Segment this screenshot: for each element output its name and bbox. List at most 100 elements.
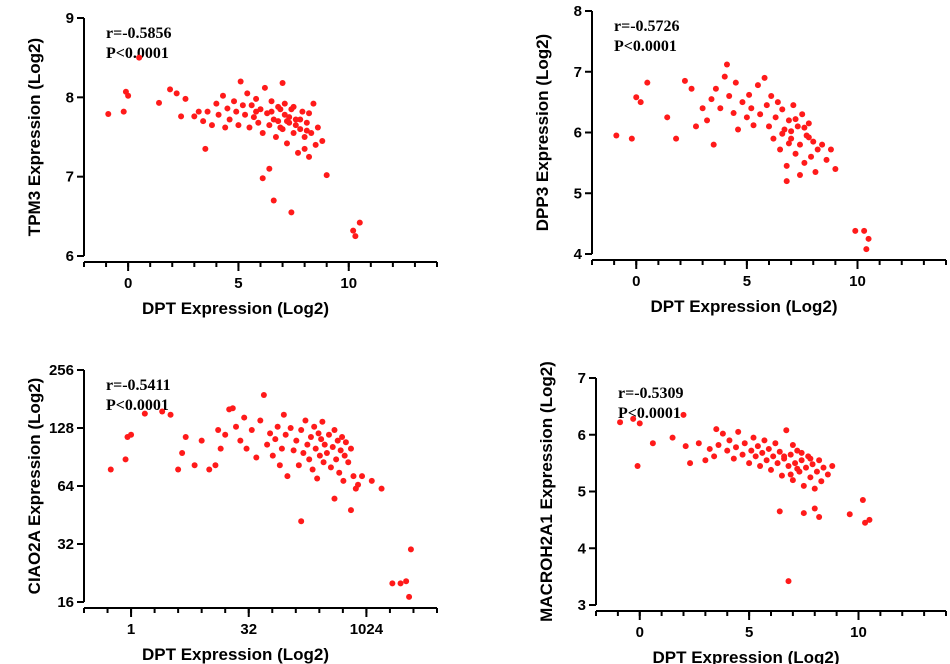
y-tick-label: 9 [66,10,74,27]
x-tick-label: 10 [849,273,866,290]
data-point [768,93,775,100]
data-point [235,122,242,129]
data-point [200,118,207,125]
data-point [726,93,733,100]
p-value-text: P<0.0001 [106,397,169,414]
data-point [748,105,755,112]
data-point [798,457,805,464]
data-point [266,122,273,129]
data-point [803,464,809,471]
data-point [682,443,689,450]
correlation-text: r=-0.5309 [618,385,684,402]
data-point [776,508,783,515]
data-point [761,437,768,444]
p-value-text: P<0.0001 [618,405,681,422]
data-point [813,468,820,475]
data-point [242,111,249,118]
p-value-text: P<0.0001 [106,45,169,62]
y-tick-label: 6 [66,248,74,265]
y-axis-label: CIAO2A Expression (Log2) [25,378,44,595]
data-point [368,477,375,484]
panel-tpm3: 6 7 8 9 0 5 10 DPT Expression (Log2) TPM3 Expres… [25,10,438,318]
data-point [191,113,198,120]
data-point [799,111,806,118]
data-point [636,420,643,427]
data-point [175,466,182,473]
x-axis-label: DPT Expression (Log2) [650,297,837,316]
y-tick-label: 16 [57,594,74,611]
y-tick-label: 7 [578,370,586,387]
y-tick-label: 4 [578,540,587,557]
data-point [297,116,304,123]
y-tick-label: 32 [57,536,74,553]
data-point [713,426,720,433]
data-point [327,464,334,471]
data-point [281,100,288,107]
data-point [297,126,304,133]
y-tick-label: 8 [574,3,582,20]
data-point [279,80,286,87]
data-point [809,461,816,468]
data-point [125,92,132,99]
data-point [303,119,310,126]
data-point [350,473,357,480]
data-point [785,140,792,147]
data-point [212,462,219,469]
data-point [278,445,285,452]
data-point [195,108,202,115]
data-point [217,445,224,452]
data-point [811,505,818,512]
data-point [310,100,317,107]
data-point [107,466,114,473]
data-point [757,111,764,118]
data-point [800,482,807,489]
data-point [389,580,396,587]
data-point [730,455,737,462]
data-point [355,481,362,488]
data-point [243,445,250,452]
data-point [637,99,644,106]
data-point [630,415,637,422]
data-point [783,162,790,169]
data-point [334,437,341,444]
x-tick-label: 0 [636,624,644,641]
data-point [717,105,724,112]
data-point [312,141,319,148]
data-point [743,114,750,121]
data-point [808,153,815,160]
data-point [237,78,244,85]
data-point [861,227,868,234]
data-point [268,108,275,115]
data-point [339,433,346,440]
data-point [792,150,799,157]
data-point [776,448,783,455]
data-point [752,453,759,460]
data-point [633,94,640,101]
data-point [664,114,671,121]
data-point [805,134,812,141]
data-point [783,178,790,185]
data-point [710,141,717,148]
data-point [250,114,257,121]
data-point [634,462,641,469]
data-point [829,462,836,469]
data-point [832,165,839,172]
data-point [159,408,166,415]
data-point [257,417,264,424]
data-point [788,128,795,135]
data-point [644,79,651,86]
data-point [688,85,695,92]
data-point [669,434,676,441]
data-point [345,459,352,466]
data-point [770,453,777,460]
data-point [318,436,325,443]
data-point [807,455,814,462]
x-axis-label: DPT Expression (Log2) [142,299,329,318]
y-tick-label: 8 [66,89,74,106]
data-point [290,103,297,110]
data-point [763,102,770,109]
data-point [226,116,233,123]
panel-macroh2a1: 3 4 5 6 7 0 5 10 DPT Expression (Log2) MACROH2A1 … [537,361,947,664]
data-point [732,79,739,86]
data-point [315,430,322,437]
